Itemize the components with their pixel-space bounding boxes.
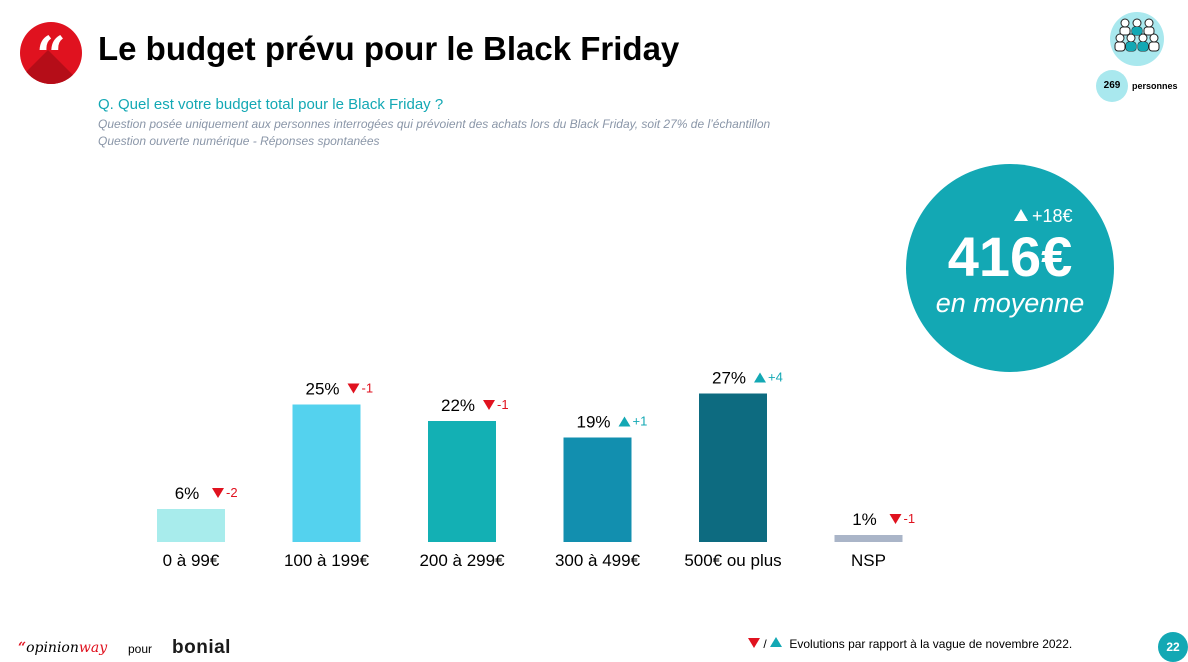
bar-evolution-label: -1 — [497, 397, 509, 412]
bar — [292, 404, 361, 542]
bar-evolution-label: -1 — [362, 381, 374, 396]
bonial-logo: bonial — [172, 637, 231, 658]
sample-note: Question posée uniquement aux personnes … — [98, 117, 771, 131]
footer-pour: pour — [128, 642, 153, 656]
quote-badge-icon: “ — [20, 22, 82, 84]
bar-value-label: 27% — [712, 369, 746, 388]
budget-bar-chart: 6% -2 0 à 99€ 25% -1 100 à 199€ 22% -1 200 à 299… — [157, 369, 916, 570]
bar-value-label: 22% — [441, 396, 475, 415]
increase-triangle-icon — [754, 372, 766, 383]
decrease-triangle-icon — [748, 638, 760, 648]
decrease-triangle-icon — [347, 383, 360, 394]
category-label: 300 à 499€ — [555, 551, 641, 570]
bar — [428, 421, 496, 542]
bar-value-label: 6% — [175, 484, 200, 503]
bar-evolution-label: -2 — [226, 485, 238, 500]
category-label: 500€ ou plus — [684, 551, 781, 570]
bar-evolution-label: +4 — [768, 370, 783, 385]
survey-question: Q. Quel est votre budget total pour le B… — [98, 96, 444, 113]
bar — [157, 509, 225, 542]
bar-value-label: 25% — [305, 380, 339, 399]
average-value: 416€ — [947, 225, 1073, 288]
sample-count: 269 — [1103, 80, 1121, 91]
question-type-note: Question ouverte numérique - Réponses sp… — [98, 134, 380, 148]
decrease-triangle-icon — [889, 514, 902, 524]
category-label: 200 à 299€ — [419, 551, 505, 570]
average-label: en moyenne — [935, 288, 1085, 318]
decrease-triangle-icon — [212, 488, 224, 498]
increase-triangle-icon — [618, 416, 631, 427]
average-evolution: +18€ — [1014, 206, 1073, 227]
page-title: Le budget prévu pour le Black Friday — [98, 30, 680, 67]
increase-triangle-icon — [770, 637, 783, 647]
evolution-legend: / Evolutions par rapport à la vague de n… — [748, 637, 1072, 651]
opinionway-logo: “opinionway — [18, 640, 108, 656]
bar-evolution-label: +1 — [633, 414, 648, 429]
bar-value-label: 19% — [576, 413, 610, 432]
bar — [834, 535, 903, 542]
bar-value-label: 1% — [852, 510, 877, 529]
sample-unit: personnes — [1132, 81, 1178, 91]
increase-triangle-icon — [1014, 209, 1028, 221]
people-group-icon — [1110, 12, 1164, 66]
bar-evolution-label: -1 — [904, 511, 916, 526]
category-label: NSP — [851, 551, 886, 570]
bar — [563, 437, 632, 542]
category-label: 0 à 99€ — [163, 551, 220, 570]
bar — [699, 393, 767, 542]
decrease-triangle-icon — [483, 400, 495, 410]
average-budget-circle: +18€ 416€ en moyenne — [906, 164, 1114, 372]
category-label: 100 à 199€ — [284, 551, 370, 570]
sample-size-badge: 269 personnes — [1096, 12, 1186, 102]
page-number: 22 — [1158, 632, 1188, 662]
